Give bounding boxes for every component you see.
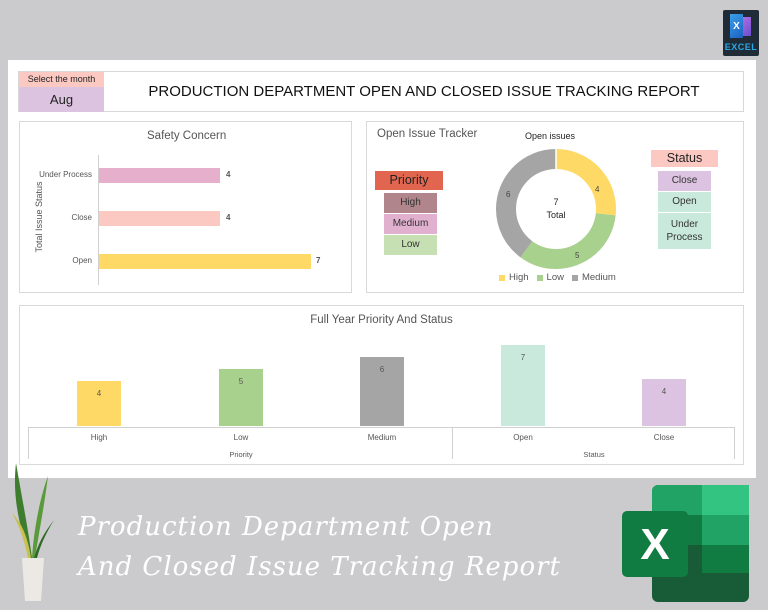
legend-high: High [499,272,529,283]
legend-swatch-icon [571,274,578,281]
group-label: Status [583,450,605,459]
month-selector[interactable]: Aug [19,87,104,112]
category-label: Open [72,256,92,265]
bar-open[interactable] [99,254,311,269]
bar-value: 4 [226,170,231,179]
banner-title: Production Department Open And Closed Is… [78,507,561,587]
bar-under-process[interactable] [99,168,220,183]
priority-filter-high[interactable]: High [384,193,437,213]
y-axis-line [98,155,99,285]
excel-app-icon: X [730,14,752,38]
donut-center-total: 7 Total [495,148,617,270]
panel-title: Open Issue Tracker [377,128,478,140]
total-value: 7 [553,197,559,207]
bar-value: 7 [316,256,321,265]
category-label: Under Process [39,170,92,179]
bar-medium[interactable] [360,357,404,426]
category-label: Low [233,433,249,442]
category-label: Open [513,433,533,442]
legend-low: Low [536,272,564,283]
bar-open[interactable] [501,345,545,426]
bar-row: Close 4 [20,211,350,227]
legend-swatch-icon [499,274,505,281]
category-label: Close [71,213,92,222]
full-year-chart[interactable]: Full Year Priority And Status 4 5 6 7 4 … [19,305,744,465]
chart-title: Safety Concern [147,130,227,142]
bar-high[interactable] [77,381,121,426]
bar-close[interactable] [642,379,686,426]
bar-value: 7 [520,353,526,362]
report-header: Select the month Aug PRODUCTION DEPARTME… [18,71,744,112]
excel-badge: X EXCEL [723,10,759,56]
bar-low[interactable] [219,369,263,426]
priority-slicer-header: Priority [375,171,443,190]
slice-label-high: 4 [595,185,600,194]
bar-close[interactable] [99,211,220,226]
slice-label-low: 5 [575,251,580,260]
chart-title: Full Year Priority And Status [310,314,453,326]
legend-medium: Medium [571,272,616,283]
bar-value: 4 [96,389,102,398]
status-slicer-header: Status [651,150,718,167]
page-title: PRODUCTION DEPARTMENT OPEN AND CLOSED IS… [148,83,700,100]
slice-label-medium: 6 [506,190,511,199]
banner-line-1: Production Department Open [78,512,494,542]
total-label: Total [546,210,566,220]
dashboard-sheet: Select the month Aug PRODUCTION DEPARTME… [8,60,756,478]
category-label: Medium [367,433,397,442]
excel-badge-label: EXCEL [724,42,758,52]
priority-filter-medium[interactable]: Medium [384,214,437,234]
group-separator [452,427,453,459]
safety-concern-chart[interactable]: Safety Concern Total Issue Status Under … [19,121,352,293]
legend-swatch-icon [536,274,543,281]
banner-line-2: And Closed Issue Tracking Report [78,552,561,582]
open-issues-donut-chart[interactable]: 4 5 6 [495,148,617,270]
excel-logo-icon: X [622,485,749,602]
category-label: High [90,433,108,442]
status-filter-under-process[interactable]: Under Process [658,213,711,249]
status-filter-close[interactable]: Close [658,171,711,191]
svg-text:X: X [640,520,669,569]
bar-value: 4 [226,213,231,222]
category-label: Close [653,433,675,442]
group-label: Priority [229,450,253,459]
status-filter-open[interactable]: Open [658,192,711,212]
donut-legend: High Low Medium [499,272,616,283]
bar-value: 5 [238,377,244,386]
bar-value: 6 [379,365,385,374]
bar-value: 4 [661,387,667,396]
x-axis [28,427,735,459]
plant-decoration-icon [12,463,54,601]
month-selector-label: Select the month [19,72,104,87]
bar-row: Open 7 [20,254,350,270]
priority-filter-low[interactable]: Low [384,235,437,255]
bar-row: Under Process 4 [20,168,350,184]
donut-title: Open issues [525,131,576,141]
open-issue-tracker: Open Issue Tracker Priority High Medium … [366,121,744,293]
